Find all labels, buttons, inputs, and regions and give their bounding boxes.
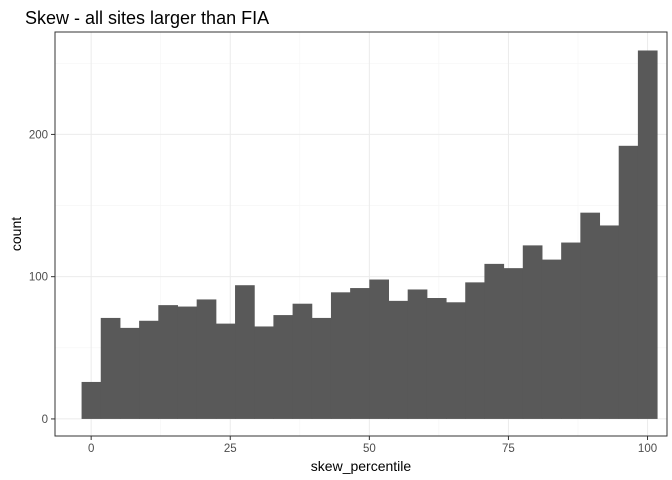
histogram-bar [541,259,562,419]
chart-title: Skew - all sites larger than FIA [25,8,269,28]
histogram-bar [618,145,639,419]
x-axis-title: skew_percentile [311,458,412,474]
histogram-bar [350,288,370,419]
histogram-bar [465,282,485,419]
histogram-bar [119,327,140,419]
histogram-bar [330,292,351,419]
histogram-bar [484,263,505,419]
histogram-bar [599,225,620,419]
histogram-bar [446,302,466,419]
histogram-bar [369,279,390,419]
histogram-bar [311,317,332,419]
histogram-bar [196,299,217,419]
histogram-bar [580,212,601,419]
histogram-bar [503,268,524,419]
y-tick-label: 200 [29,129,48,141]
y-tick-label: 0 [42,414,48,426]
histogram-bar [637,50,658,419]
histogram-bar [292,303,313,419]
histogram-bars [81,50,658,419]
histogram-bar [407,289,428,419]
histogram-bar [254,326,274,419]
axes: 0 25 50 75 100 0 100 200 [29,129,657,455]
x-tick-label: 50 [363,443,376,455]
x-tick-label: 100 [638,443,657,455]
histogram-bar [561,242,581,419]
histogram-bar [100,317,121,419]
histogram-bar [158,305,178,419]
x-tick-label: 25 [224,443,237,455]
histogram-bar [426,298,447,419]
x-tick-label: 0 [88,443,94,455]
histogram-bar [177,306,198,419]
x-tick-label: 75 [502,443,515,455]
histogram-bar [235,285,255,419]
histogram-bar [81,381,102,419]
histogram-bar [215,323,236,419]
plot-panel-border [54,31,668,437]
histogram-bar [522,245,543,419]
histogram-bar [273,315,294,419]
y-axis-title: count [8,217,24,251]
histogram-bar [139,320,159,419]
histogram-bar [388,300,409,419]
y-tick-label: 100 [29,272,48,284]
